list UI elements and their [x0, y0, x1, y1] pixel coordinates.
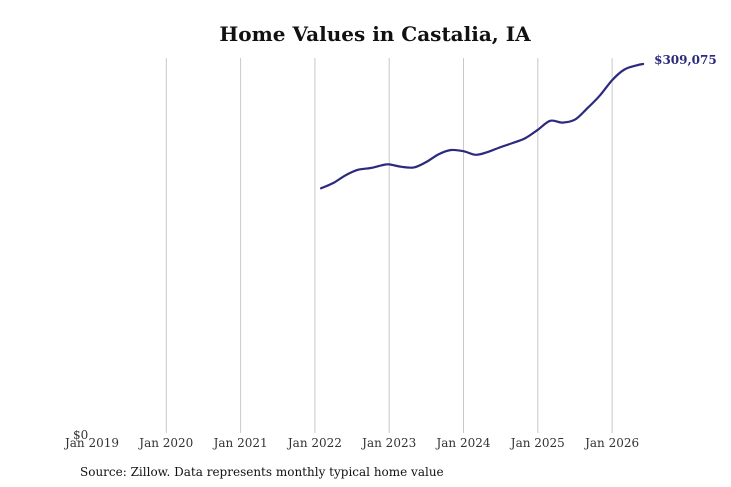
- x-tick-label: Jan 2024: [434, 436, 490, 450]
- x-tick-label: Jan 2021: [212, 436, 268, 450]
- x-tick-label: Jan 2022: [286, 436, 342, 450]
- x-tick-label: Jan 2025: [509, 436, 565, 450]
- x-tick-label: Jan 2019: [63, 436, 119, 450]
- source-note: Source: Zillow. Data represents monthly …: [80, 465, 444, 479]
- grid-lines: [165, 58, 613, 433]
- x-tick-label: Jan 2026: [583, 436, 639, 450]
- chart-title: Home Values in Castalia, IA: [219, 22, 531, 46]
- x-tick-label: Jan 2020: [137, 436, 193, 450]
- y-tick-label: $0: [73, 428, 88, 442]
- x-tick-label: Jan 2023: [360, 436, 416, 450]
- end-value-label: $309,075: [654, 53, 717, 67]
- x-axis-ticks: Jan 2019 Jan 2020 Jan 2021 Jan 2022 Jan 2023…: [63, 436, 639, 450]
- home-value-line: [320, 62, 645, 190]
